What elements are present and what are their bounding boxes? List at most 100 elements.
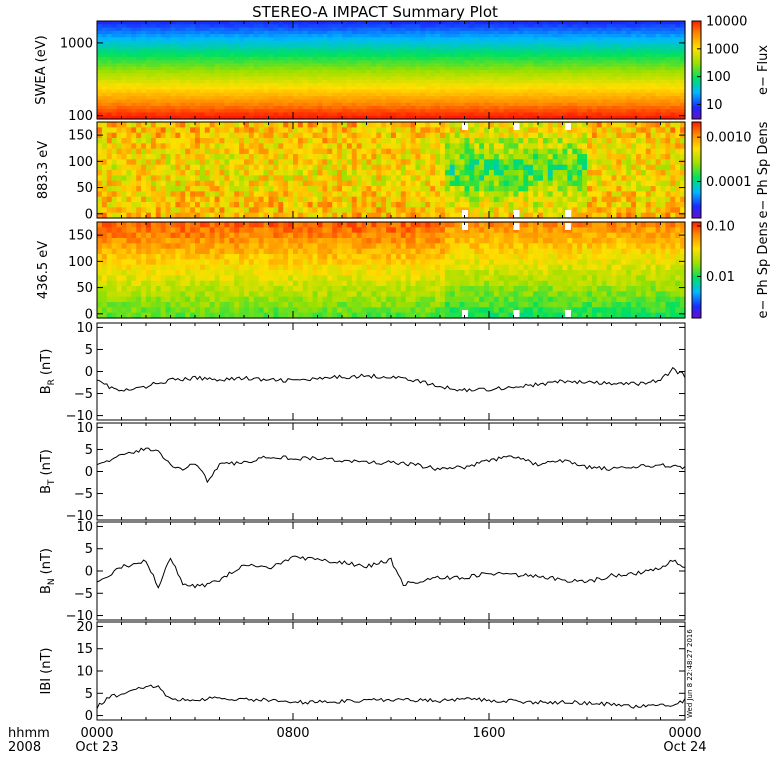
spectrogram-cell <box>332 73 338 78</box>
spectrogram-cell <box>405 170 412 176</box>
spectrogram-cell <box>244 143 250 150</box>
spectrogram-cell <box>474 73 480 78</box>
spectrogram-cell <box>195 56 201 61</box>
spectrogram-cell <box>636 56 642 61</box>
spectrogram-cell <box>327 40 333 45</box>
spectrogram-cell <box>332 175 338 182</box>
spectrogram-cell <box>258 105 265 110</box>
spectrogram-cell <box>371 21 377 25</box>
spectrogram-cell <box>376 73 382 78</box>
spectrogram-cell <box>160 56 167 61</box>
spectrogram-cell <box>234 105 240 110</box>
spectrogram-cell <box>293 89 299 94</box>
spectrogram-cell <box>97 102 103 107</box>
spectrogram-cell <box>141 115 147 120</box>
spectrogram-cell <box>244 186 250 192</box>
spectrogram-cell <box>415 86 421 91</box>
spectrogram-cell <box>165 138 172 144</box>
spectrogram-cell <box>440 154 446 160</box>
spectrogram-cell <box>126 138 132 144</box>
spectrogram-cell <box>552 112 559 117</box>
spectrogram-cell <box>474 53 480 58</box>
spectrogram-cell <box>126 207 132 214</box>
spectrogram-cell <box>126 180 132 187</box>
spectrogram-cell <box>234 60 240 65</box>
spectrogram-cell <box>484 66 490 71</box>
spectrogram-cell <box>508 43 515 48</box>
spectrogram-cell <box>621 60 627 65</box>
spectrogram-cell <box>293 109 299 114</box>
spectrogram-cell <box>386 86 392 91</box>
spectrogram-cell <box>601 96 608 100</box>
spectrogram-cell <box>248 127 255 134</box>
spectrogram-cell <box>175 53 181 58</box>
spectrogram-cell <box>244 47 250 51</box>
spectrogram-cell <box>283 164 289 171</box>
spectrogram-cell <box>518 50 524 55</box>
spectrogram-cell <box>141 143 147 150</box>
spectrogram-cell <box>204 30 211 35</box>
spectrogram-cell <box>376 122 382 128</box>
spectrogram-cell <box>582 76 588 81</box>
spectrogram-cell <box>650 56 657 61</box>
spectrogram-cell <box>660 73 666 78</box>
spectrogram-cell <box>322 180 328 187</box>
spectrogram-cell <box>351 89 358 94</box>
spectrogram-cell <box>278 76 284 81</box>
spectrogram-cell <box>253 186 260 192</box>
spectrogram-cell <box>606 83 613 87</box>
spectrogram-cell <box>234 92 240 97</box>
spectrogram-cell <box>670 73 676 78</box>
spectrogram-cell <box>479 50 485 55</box>
spectrogram-cell <box>582 30 588 35</box>
spectrogram-cell <box>165 132 172 139</box>
spectrogram-cell <box>435 207 441 214</box>
spectrogram-cell <box>116 53 123 58</box>
spectrogram-cell <box>430 30 436 35</box>
spectrogram-cell <box>655 99 662 104</box>
spectrogram-cell <box>180 212 186 219</box>
spectrogram-cell <box>351 122 358 128</box>
spectrogram-cell <box>435 186 441 192</box>
spectrogram-cell <box>645 53 652 58</box>
spectrogram-cell <box>283 170 289 176</box>
spectrogram-cell <box>307 164 314 171</box>
spectrogram-cell <box>420 43 426 48</box>
spectrogram-cell <box>503 66 510 71</box>
spectrogram-cell <box>97 47 103 51</box>
spectrogram-cell <box>219 154 225 160</box>
spectrogram-cell <box>248 207 255 214</box>
spectrogram-cell <box>165 89 172 94</box>
spectrogram-cell <box>650 53 657 58</box>
spectrogram-cell <box>454 132 461 139</box>
spectrogram-cell <box>376 127 382 134</box>
spectrogram-cell <box>244 112 250 117</box>
spectrogram-cell <box>587 47 593 51</box>
spectrogram-cell <box>155 73 162 78</box>
spectrogram-cell <box>621 73 627 78</box>
spectrogram-cell <box>415 170 421 176</box>
spectrogram-cell <box>523 40 529 45</box>
spectrogram-cell <box>150 191 157 198</box>
spectrogram-cell <box>400 102 407 107</box>
spectrogram-cell <box>204 180 211 187</box>
spectrogram-cell <box>278 53 284 58</box>
spectrogram-cell <box>410 21 417 25</box>
spectrogram-cell <box>631 89 637 94</box>
spectrogram-cell <box>234 102 240 107</box>
spectrogram-cell <box>361 86 368 91</box>
spectrogram-cell <box>121 212 127 219</box>
spectrogram-cell <box>626 86 632 91</box>
spectrogram-cell <box>645 73 652 78</box>
spectrogram-cell <box>121 83 127 87</box>
spectrogram-cell <box>337 21 343 25</box>
spectrogram-cell <box>337 73 343 78</box>
spectrogram-cell <box>381 132 387 139</box>
spectrogram-cell <box>155 186 162 192</box>
spectrogram-cell <box>493 21 500 25</box>
spectrogram-cell <box>440 40 446 45</box>
spectrogram-cell <box>425 164 431 171</box>
spectrogram-cell <box>224 40 230 45</box>
spectrogram-cell <box>518 40 524 45</box>
spectrogram-cell <box>268 43 274 48</box>
